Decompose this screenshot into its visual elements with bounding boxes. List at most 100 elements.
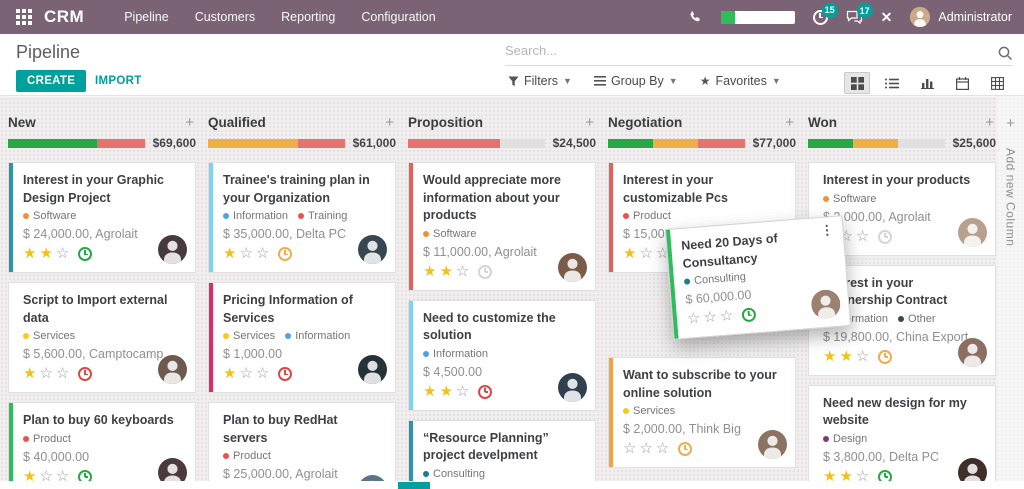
column-progressbar[interactable] bbox=[208, 138, 345, 148]
activity-clock-icon[interactable] bbox=[878, 349, 893, 364]
kanban-card[interactable]: Trainee's training plan in your Organiza… bbox=[208, 162, 396, 273]
progress-segment[interactable] bbox=[8, 138, 97, 148]
priority-star[interactable]: ★ bbox=[439, 382, 453, 400]
systray-progress-bar[interactable] bbox=[720, 10, 795, 24]
activity-clock-icon[interactable] bbox=[278, 247, 293, 261]
filters-button[interactable]: Filters ▼ bbox=[508, 74, 572, 88]
import-button[interactable]: IMPORT bbox=[95, 75, 142, 87]
menu-item-customers[interactable]: Customers bbox=[194, 10, 256, 24]
add-new-column-button[interactable]: + Add new Column bbox=[997, 97, 1024, 481]
favorites-button[interactable]: ★ Favorites ▼ bbox=[699, 74, 781, 88]
column-quick-create-button[interactable]: + bbox=[985, 113, 994, 131]
menu-item-configuration[interactable]: Configuration bbox=[361, 10, 436, 24]
priority-star[interactable]: ★ bbox=[223, 245, 237, 262]
progress-segment[interactable] bbox=[608, 138, 654, 148]
priority-star[interactable]: ★ bbox=[223, 365, 237, 382]
column-quick-create-button[interactable]: + bbox=[585, 113, 594, 131]
activity-clock-icon[interactable] bbox=[678, 442, 693, 456]
priority-star[interactable]: ☆ bbox=[639, 245, 653, 262]
view-calendar-button[interactable] bbox=[949, 72, 975, 94]
column-progressbar[interactable] bbox=[408, 138, 545, 148]
activity-clock-icon[interactable] bbox=[878, 469, 893, 481]
priority-star[interactable]: ☆ bbox=[639, 440, 653, 457]
priority-star[interactable]: ☆ bbox=[55, 245, 70, 262]
priority-star[interactable]: ★ bbox=[823, 347, 837, 365]
kanban-card[interactable]: Need new design for my website Design $ … bbox=[808, 384, 996, 482]
view-graph-button[interactable] bbox=[914, 72, 940, 94]
priority-star[interactable]: ☆ bbox=[55, 365, 70, 382]
kanban-card[interactable]: Would appreciate more information about … bbox=[408, 162, 596, 291]
progress-segment[interactable] bbox=[853, 138, 899, 148]
activity-clock-icon[interactable] bbox=[78, 247, 93, 261]
priority-star[interactable]: ☆ bbox=[655, 440, 670, 457]
kanban-card[interactable]: Need to customize the solution Informati… bbox=[408, 299, 596, 411]
phone-icon[interactable] bbox=[688, 10, 703, 25]
create-button[interactable]: CREATE bbox=[16, 70, 87, 92]
activity-clock-icon[interactable] bbox=[478, 264, 493, 279]
priority-star[interactable]: ★ bbox=[839, 467, 853, 482]
activity-clock-icon[interactable] bbox=[741, 307, 757, 323]
priority-star[interactable]: ★ bbox=[23, 365, 37, 382]
priority-star[interactable]: ★ bbox=[823, 467, 837, 482]
kanban-card[interactable]: Pricing Information of Services Services… bbox=[208, 282, 396, 393]
kanban-card[interactable]: Interest in your Graphic Design Project … bbox=[8, 162, 196, 273]
priority-star[interactable]: ★ bbox=[39, 245, 53, 262]
column-quick-create-button[interactable]: + bbox=[185, 113, 194, 131]
progress-segment[interactable] bbox=[208, 138, 299, 148]
view-list-button[interactable] bbox=[879, 72, 905, 94]
kanban-card[interactable]: ⋮ Need 20 Days of Consultancy Consulting… bbox=[664, 215, 852, 340]
activity-clock-icon[interactable] bbox=[78, 469, 93, 481]
kanban-card[interactable]: Script to Import external data Services … bbox=[8, 282, 196, 393]
dragged-card-wrapper[interactable]: ⋮ Need 20 Days of Consultancy Consulting… bbox=[664, 215, 852, 340]
priority-star[interactable]: ☆ bbox=[719, 307, 734, 326]
priority-star[interactable]: ☆ bbox=[239, 365, 253, 382]
priority-star[interactable]: ☆ bbox=[55, 467, 70, 482]
priority-star[interactable]: ★ bbox=[423, 262, 437, 280]
priority-star[interactable]: ☆ bbox=[239, 245, 253, 262]
close-icon[interactable]: ✕ bbox=[880, 8, 893, 25]
column-progressbar[interactable] bbox=[608, 138, 745, 148]
priority-star[interactable]: ☆ bbox=[855, 467, 870, 482]
priority-star[interactable]: ☆ bbox=[855, 347, 870, 365]
activity-clock-icon[interactable] bbox=[78, 367, 93, 381]
activity-clock-icon[interactable] bbox=[278, 367, 293, 381]
kanban-card[interactable]: Want to subscribe to your online solutio… bbox=[608, 357, 796, 468]
priority-star[interactable]: ☆ bbox=[255, 245, 270, 262]
priority-star[interactable]: ☆ bbox=[455, 262, 470, 280]
activity-clock-icon[interactable] bbox=[878, 229, 893, 244]
column-progressbar[interactable] bbox=[808, 138, 945, 148]
column-quick-create-button[interactable]: + bbox=[385, 113, 394, 131]
menu-item-reporting[interactable]: Reporting bbox=[281, 10, 336, 24]
kanban-card[interactable]: “Resource Planning” project develpment C… bbox=[408, 419, 596, 481]
card-menu-icon[interactable]: ⋮ bbox=[819, 221, 835, 238]
priority-star[interactable]: ★ bbox=[23, 467, 37, 482]
progress-segment[interactable] bbox=[408, 138, 500, 148]
priority-star[interactable]: ★ bbox=[623, 245, 637, 262]
search-icon[interactable] bbox=[997, 45, 1013, 61]
messages-icon[interactable]: 17 bbox=[846, 3, 873, 24]
column-progressbar[interactable] bbox=[8, 138, 145, 148]
progress-segment[interactable] bbox=[808, 138, 854, 148]
progress-segment[interactable] bbox=[96, 138, 145, 148]
activities-icon[interactable]: 15 bbox=[812, 2, 838, 25]
priority-star[interactable]: ★ bbox=[839, 347, 853, 365]
priority-star[interactable]: ☆ bbox=[855, 227, 870, 245]
priority-star[interactable]: ☆ bbox=[623, 440, 637, 457]
priority-star[interactable]: ☆ bbox=[702, 308, 718, 327]
progress-segment[interactable] bbox=[653, 138, 699, 148]
apps-menu-icon[interactable] bbox=[16, 9, 32, 25]
priority-star[interactable]: ☆ bbox=[39, 467, 53, 482]
activity-clock-icon[interactable] bbox=[478, 384, 493, 399]
priority-star[interactable]: ☆ bbox=[455, 382, 470, 400]
priority-star[interactable]: ★ bbox=[423, 382, 437, 400]
app-name[interactable]: CRM bbox=[44, 7, 85, 26]
progress-segment[interactable] bbox=[298, 138, 345, 148]
view-pivot-button[interactable] bbox=[984, 72, 1010, 94]
priority-star[interactable]: ★ bbox=[23, 245, 37, 262]
menu-item-pipeline[interactable]: Pipeline bbox=[124, 10, 169, 24]
search-input[interactable] bbox=[505, 43, 985, 58]
column-quick-create-button[interactable]: + bbox=[785, 113, 794, 131]
progress-segment[interactable] bbox=[698, 138, 745, 148]
priority-star[interactable]: ☆ bbox=[686, 309, 702, 328]
priority-star[interactable]: ☆ bbox=[255, 365, 270, 382]
